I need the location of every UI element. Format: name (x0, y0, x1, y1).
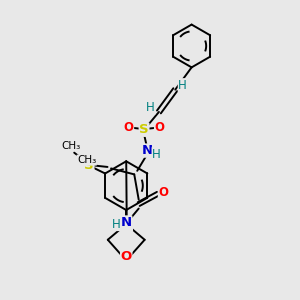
Text: N: N (142, 144, 153, 157)
Text: O: O (154, 121, 164, 134)
Text: S: S (84, 159, 94, 172)
Text: O: O (121, 250, 132, 263)
Text: CH₃: CH₃ (77, 155, 96, 165)
Text: H: H (178, 79, 187, 92)
Text: S: S (139, 123, 149, 136)
Text: H: H (146, 101, 155, 114)
Text: N: N (121, 218, 132, 231)
Text: H: H (152, 148, 161, 161)
Text: O: O (124, 121, 134, 134)
Text: H: H (112, 218, 121, 230)
Text: N: N (121, 216, 132, 229)
Text: CH₃: CH₃ (61, 140, 81, 151)
Text: O: O (158, 186, 168, 199)
